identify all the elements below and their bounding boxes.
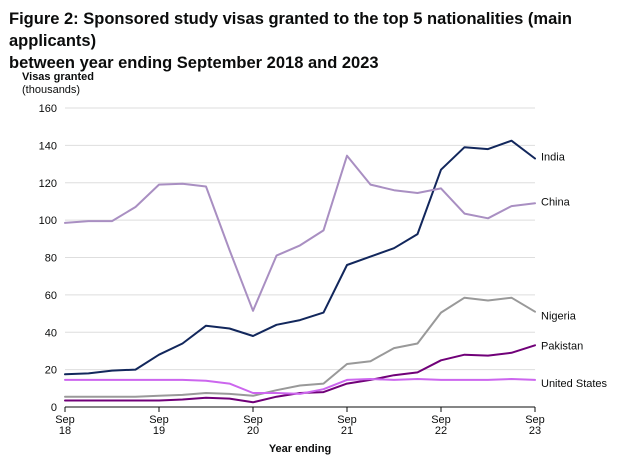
chart-title-line-1: Figure 2: Sponsored study visas granted …: [9, 10, 572, 50]
series-line-united-states: [64, 378, 536, 395]
y-tick-label: 80: [45, 253, 57, 265]
x-tick-label: Sep 18: [55, 414, 75, 437]
x-axis: Sep 18 Sep 19 Sep 20 Sep 21 Sep 22 Sep 23: [55, 406, 545, 437]
series-label-nigeria: Nigeria: [541, 311, 577, 323]
series-label-united-states: United States: [541, 378, 608, 390]
gridlines: [65, 107, 535, 371]
x-tick-label: Sep 23: [525, 414, 545, 437]
y-tick-label: 100: [39, 215, 57, 227]
y-tick-label: 0: [51, 402, 57, 414]
y-tick-label: 40: [45, 327, 57, 339]
y-tick-label: 160: [39, 103, 57, 115]
series-line-nigeria: [64, 296, 536, 398]
series-labels: India China Nigeria Pakistan United States: [541, 151, 608, 389]
x-tick-label: Sep 20: [243, 414, 263, 437]
chart-title-line-2: between year ending September 2018 and 2…: [9, 54, 379, 72]
x-axis-title: Year ending: [269, 443, 331, 455]
y-tick-label: 60: [45, 290, 57, 302]
y-axis-subtitle: (thousands): [22, 84, 80, 96]
series-label-pakistan: Pakistan: [541, 340, 583, 352]
y-tick-label: 140: [39, 140, 57, 152]
x-tick-label: Sep 19: [149, 414, 169, 437]
y-axis-ticks: 0 20 40 60 80 100 120 140 160: [39, 103, 57, 414]
chart-title: Figure 2: Sponsored study visas granted …: [9, 8, 634, 74]
series-label-india: India: [541, 151, 566, 163]
series-line-china: [64, 154, 536, 312]
series-label-china: China: [541, 196, 571, 208]
y-tick-label: 120: [39, 178, 57, 190]
y-tick-label: 20: [45, 365, 57, 377]
series-line-india: [64, 139, 536, 376]
x-tick-label: Sep 21: [337, 414, 357, 437]
x-tick-label: Sep 22: [431, 414, 451, 437]
y-axis-title: Visas granted: [22, 71, 94, 83]
series-lines: [64, 139, 536, 404]
